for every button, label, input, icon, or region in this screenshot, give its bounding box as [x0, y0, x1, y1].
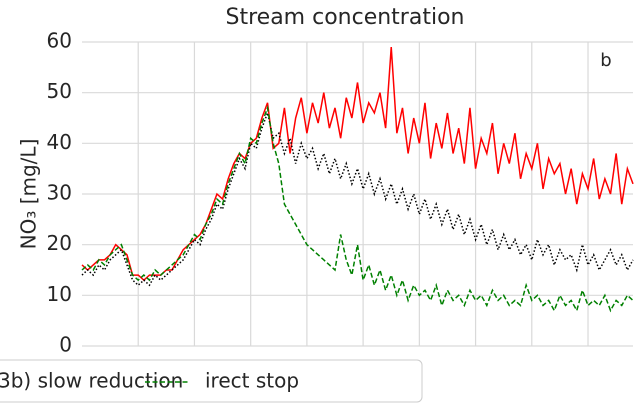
- y-tick-label: 60: [47, 29, 72, 53]
- y-tick-label: 10: [47, 282, 72, 306]
- y-tick-label: 20: [47, 231, 72, 255]
- y-tick-label: 40: [47, 130, 72, 154]
- legend-label: irect stop: [205, 369, 299, 393]
- chart-title: Stream concentration: [226, 5, 465, 30]
- panel-label: b: [600, 50, 611, 71]
- series-line: [81, 47, 634, 282]
- legend: 3b) slow reduction irect stop: [0, 359, 423, 403]
- y-axis-label: NO₃ [mg/L]: [17, 139, 41, 250]
- series-line: [81, 104, 634, 313]
- y-tick-label: 0: [59, 333, 72, 357]
- series-line: [81, 110, 634, 287]
- legend-label: 3b) slow reduction: [0, 369, 183, 393]
- legend-box: [0, 359, 423, 403]
- y-tick-label: 50: [47, 79, 72, 103]
- y-tick-label: 30: [47, 181, 72, 205]
